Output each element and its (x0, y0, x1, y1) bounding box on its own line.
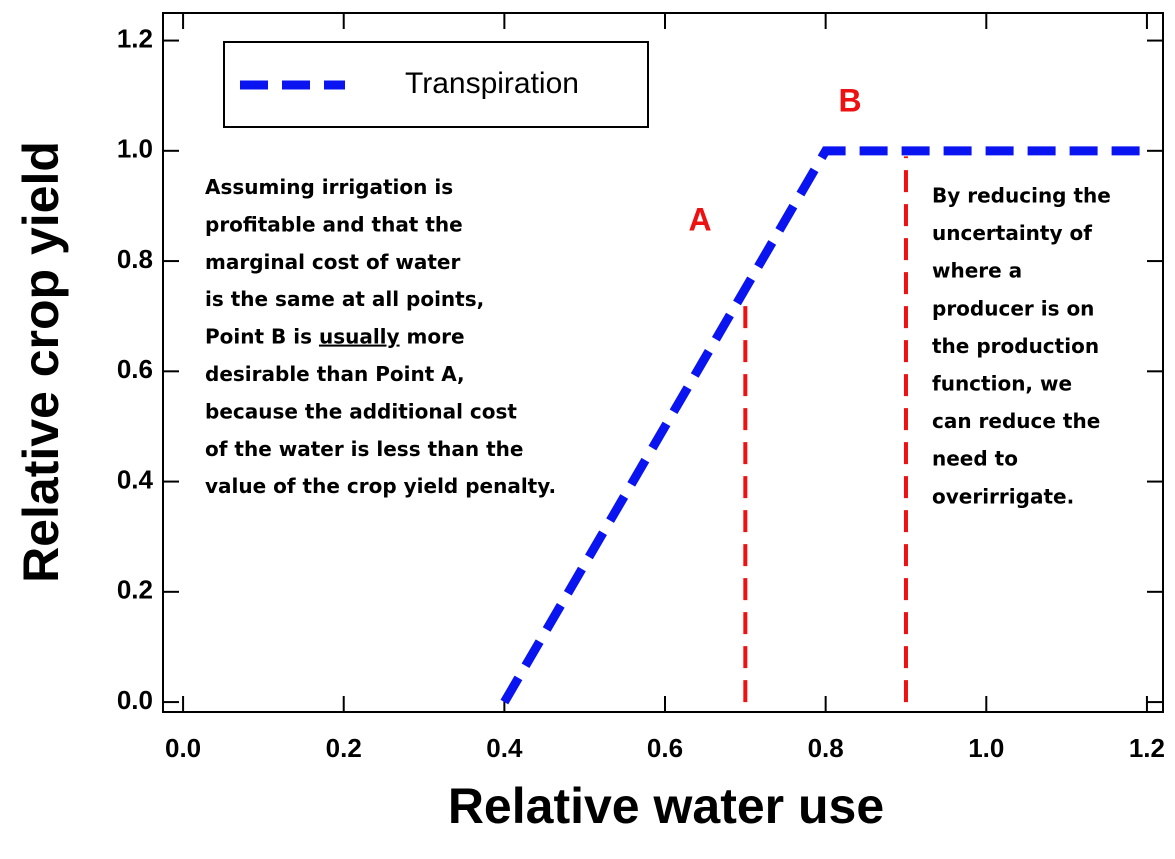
note-segment: desirable than Point A, (205, 362, 465, 386)
x-tick-label: 0.6 (647, 733, 683, 763)
note-segment: because the additional cost (205, 399, 517, 423)
note-segment: is the same at all points, (205, 287, 484, 311)
note-line: the production (932, 334, 1099, 358)
note-line: uncertainty of (932, 221, 1092, 245)
point-label: A (688, 201, 711, 237)
note-segment: Point B is (205, 324, 319, 348)
note-segment: more (400, 324, 465, 348)
y-tick-label: 1.2 (117, 23, 153, 53)
x-tick-label: 1.0 (968, 733, 1004, 763)
x-tick-label: 0.2 (326, 733, 362, 763)
plot-frame (162, 12, 1164, 713)
note-line: because the additional cost (205, 399, 517, 423)
note-line: can reduce the (932, 409, 1100, 433)
note-segment: usually (319, 324, 400, 348)
note-line: By reducing the (932, 184, 1111, 208)
note-segment: Assuming irrigation is (205, 175, 453, 199)
y-tick-label: 0.2 (117, 575, 153, 605)
note-line: profitable and that the (205, 212, 463, 236)
legend: Transpiration (223, 41, 649, 128)
x-axis-label: Relative water use (448, 778, 884, 834)
note-line: of the water is less than the (205, 436, 523, 460)
note-line: marginal cost of water (205, 249, 460, 273)
note-line: Assuming irrigation is (205, 175, 453, 199)
y-axis-label: Relative crop yield (13, 141, 69, 583)
note-segment: profitable and that the (205, 212, 463, 236)
note-segment: value of the crop yield penalty. (205, 474, 556, 498)
y-tick-label: 0.0 (117, 685, 153, 715)
note-line: producer is on (932, 296, 1094, 320)
note-segment: of the water is less than the (205, 436, 523, 460)
note-segment: marginal cost of water (205, 249, 460, 273)
y-tick-label: 0.8 (117, 244, 153, 274)
y-tick-label: 0.6 (117, 354, 153, 384)
series-line (500, 146, 1147, 705)
note-line: is the same at all points, (205, 287, 484, 311)
x-tick-label: 0.4 (486, 733, 523, 763)
y-tick-label: 1.0 (117, 134, 153, 164)
note-line: value of the crop yield penalty. (205, 474, 556, 498)
note-line: where a (932, 259, 1022, 283)
x-tick-label: 0.8 (808, 733, 844, 763)
x-tick-label: 1.2 (1129, 733, 1165, 763)
note-line: need to (932, 447, 1018, 471)
note-line: Point B is usually more (205, 324, 465, 348)
x-tick-label: 0.0 (165, 733, 201, 763)
y-tick-label: 0.4 (117, 464, 154, 494)
note-line: desirable than Point A, (205, 362, 465, 386)
note-line: function, we (932, 372, 1072, 396)
legend-label: Transpiration (405, 67, 579, 100)
point-label: B (838, 82, 861, 118)
note-line: overirrigate. (932, 484, 1074, 508)
